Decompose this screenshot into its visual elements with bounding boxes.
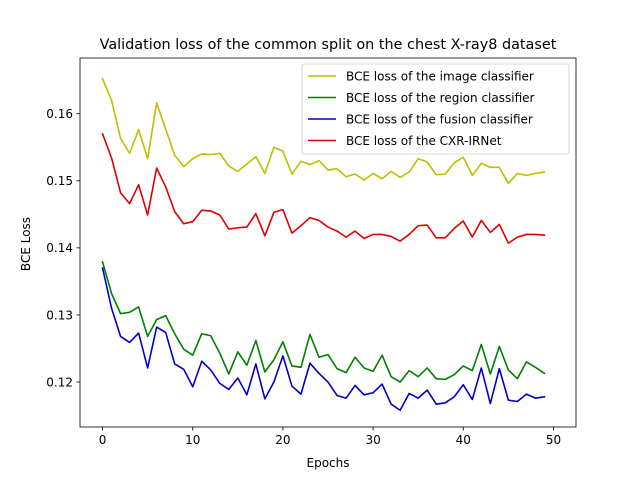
series-layer [101, 77, 546, 412]
plot-frame [79, 57, 577, 428]
y-tick-label: 0.14 [46, 241, 73, 255]
x-tick-label: 0 [99, 433, 107, 447]
y-tick-label: 0.12 [46, 375, 73, 389]
series-line-3 [101, 267, 546, 412]
y-tick-label: 0.15 [46, 174, 73, 188]
y-tick-label: 0.13 [46, 308, 73, 322]
chart-title: Validation loss of the common split on t… [100, 37, 557, 53]
legend-entry: BCE loss of the CXR-IRNet [346, 134, 502, 148]
series-line-2 [101, 260, 546, 383]
legend-entry: BCE loss of the region classifier [346, 91, 535, 105]
y-tick-label: 0.16 [46, 107, 73, 121]
x-tick-label: 30 [365, 433, 380, 447]
x-tick-label: 20 [275, 433, 290, 447]
legend-entry: BCE loss of the image classifier [346, 69, 534, 83]
x-tick-label: 10 [185, 433, 200, 447]
y-axis-label: BCE Loss [19, 217, 33, 271]
x-axis-label: Epochs [307, 456, 350, 470]
series-line-1 [101, 77, 546, 185]
x-tick-label: 50 [546, 433, 561, 447]
x-tick-label: 40 [456, 433, 471, 447]
legend-entry: BCE loss of the fusion classifier [346, 112, 533, 126]
legend-box [301, 63, 570, 155]
legend: BCE loss of the image classifier BCE loss… [301, 63, 570, 155]
axes-layer: 0 10 20 30 40 50 0.12 0.13 0.14 0.15 0.16 [46, 57, 577, 447]
series-line-4 [101, 132, 546, 244]
